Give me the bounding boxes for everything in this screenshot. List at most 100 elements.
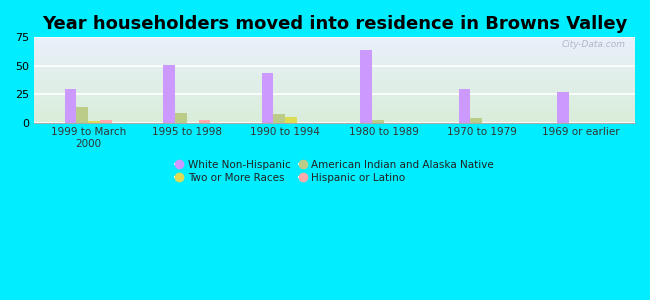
Bar xyxy=(34,60,635,61)
Bar xyxy=(34,122,635,123)
Bar xyxy=(34,62,635,63)
Bar xyxy=(34,104,635,105)
Bar xyxy=(34,64,635,65)
Bar xyxy=(34,66,635,67)
Bar xyxy=(34,59,635,60)
Bar xyxy=(34,121,635,122)
Bar xyxy=(34,89,635,90)
Bar xyxy=(34,57,635,58)
Bar xyxy=(64,89,76,123)
Bar xyxy=(34,67,635,68)
Bar xyxy=(34,93,635,94)
Title: Year householders moved into residence in Browns Valley: Year householders moved into residence i… xyxy=(42,15,627,33)
Bar xyxy=(34,54,635,55)
Bar xyxy=(34,76,635,77)
Bar xyxy=(471,118,482,123)
Bar xyxy=(34,84,635,85)
Bar xyxy=(34,44,635,45)
Bar xyxy=(34,116,635,117)
Bar xyxy=(100,119,112,123)
Bar xyxy=(34,39,635,40)
Bar xyxy=(285,117,297,123)
Bar xyxy=(34,58,635,59)
Bar xyxy=(34,41,635,42)
Bar xyxy=(34,112,635,113)
Bar xyxy=(34,79,635,80)
Legend: White Non-Hispanic, Two or More Races, American Indian and Alaska Native, Hispan: White Non-Hispanic, Two or More Races, A… xyxy=(171,156,498,188)
Bar xyxy=(76,107,88,123)
Bar xyxy=(34,37,635,38)
Bar xyxy=(34,68,635,69)
Bar xyxy=(261,73,274,123)
Text: City-Data.com: City-Data.com xyxy=(562,40,626,49)
Bar xyxy=(34,52,635,53)
Bar xyxy=(34,38,635,39)
Bar xyxy=(34,108,635,109)
Bar xyxy=(34,61,635,62)
Bar xyxy=(34,100,635,101)
Bar xyxy=(34,105,635,106)
Bar xyxy=(34,51,635,52)
Bar xyxy=(34,56,635,57)
Bar xyxy=(34,102,635,103)
Bar xyxy=(34,120,635,121)
Bar xyxy=(34,53,635,54)
Bar xyxy=(34,63,635,64)
Bar xyxy=(34,119,635,120)
Bar xyxy=(34,107,635,108)
Bar xyxy=(34,115,635,116)
Bar xyxy=(34,90,635,91)
Bar xyxy=(34,111,635,112)
Bar xyxy=(34,101,635,102)
Bar xyxy=(34,106,635,107)
Bar xyxy=(34,70,635,71)
Bar xyxy=(34,77,635,78)
Bar xyxy=(34,81,635,82)
Bar xyxy=(34,85,635,86)
Bar xyxy=(34,75,635,76)
Bar xyxy=(34,40,635,41)
Bar xyxy=(34,96,635,97)
Bar xyxy=(34,118,635,119)
Bar xyxy=(557,92,569,123)
Bar xyxy=(34,83,635,84)
Bar xyxy=(34,73,635,74)
Bar xyxy=(34,65,635,66)
Bar xyxy=(175,113,187,123)
Bar xyxy=(459,89,471,123)
Bar xyxy=(34,48,635,49)
Bar xyxy=(34,95,635,96)
Bar xyxy=(34,42,635,43)
Bar xyxy=(34,109,635,110)
Bar xyxy=(34,45,635,46)
Bar xyxy=(34,71,635,72)
Bar xyxy=(34,87,635,88)
Bar xyxy=(34,110,635,111)
Bar xyxy=(34,113,635,114)
Bar xyxy=(34,55,635,56)
Bar xyxy=(34,82,635,83)
Bar xyxy=(34,46,635,47)
Bar xyxy=(163,65,175,123)
Bar xyxy=(34,103,635,104)
Bar xyxy=(34,50,635,51)
Bar xyxy=(34,98,635,99)
Bar xyxy=(360,50,372,123)
Bar xyxy=(34,94,635,95)
Bar xyxy=(372,119,383,123)
Bar xyxy=(34,47,635,48)
Bar xyxy=(34,72,635,73)
Bar xyxy=(34,97,635,98)
Bar xyxy=(34,69,635,70)
Bar xyxy=(34,99,635,100)
Bar xyxy=(274,114,285,123)
Bar xyxy=(34,114,635,115)
Bar xyxy=(198,119,211,123)
Bar xyxy=(34,78,635,79)
Bar xyxy=(34,117,635,118)
Bar xyxy=(34,86,635,87)
Bar xyxy=(34,43,635,44)
Bar xyxy=(34,80,635,81)
Bar xyxy=(34,74,635,75)
Bar xyxy=(34,49,635,50)
